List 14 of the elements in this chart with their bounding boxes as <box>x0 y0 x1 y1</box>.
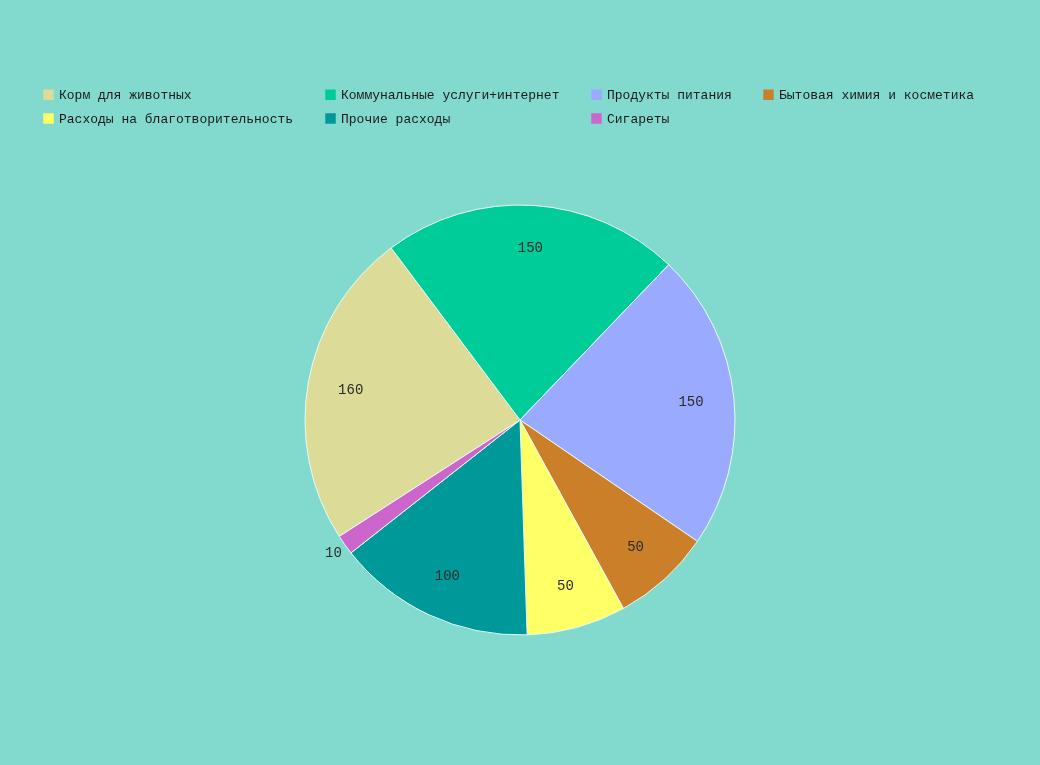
data-label: 50 <box>627 539 644 556</box>
legend-label: Бытовая химия и косметика <box>779 87 975 103</box>
legend-label: Коммунальные услуги+интернет <box>341 87 560 103</box>
legend-label: Сигареты <box>607 111 670 127</box>
legend-label: Корм для животных <box>59 87 192 103</box>
legend-label: Продукты питания <box>607 87 732 103</box>
legend-label: Прочие расходы <box>341 111 451 127</box>
data-label: 160 <box>338 381 364 398</box>
legend-label: Расходы на благотворительность <box>59 111 294 127</box>
data-label: 10 <box>325 544 342 561</box>
data-label: 100 <box>434 567 461 584</box>
data-label: 150 <box>517 240 544 257</box>
data-label: 50 <box>557 577 574 594</box>
data-label: 150 <box>678 394 704 411</box>
